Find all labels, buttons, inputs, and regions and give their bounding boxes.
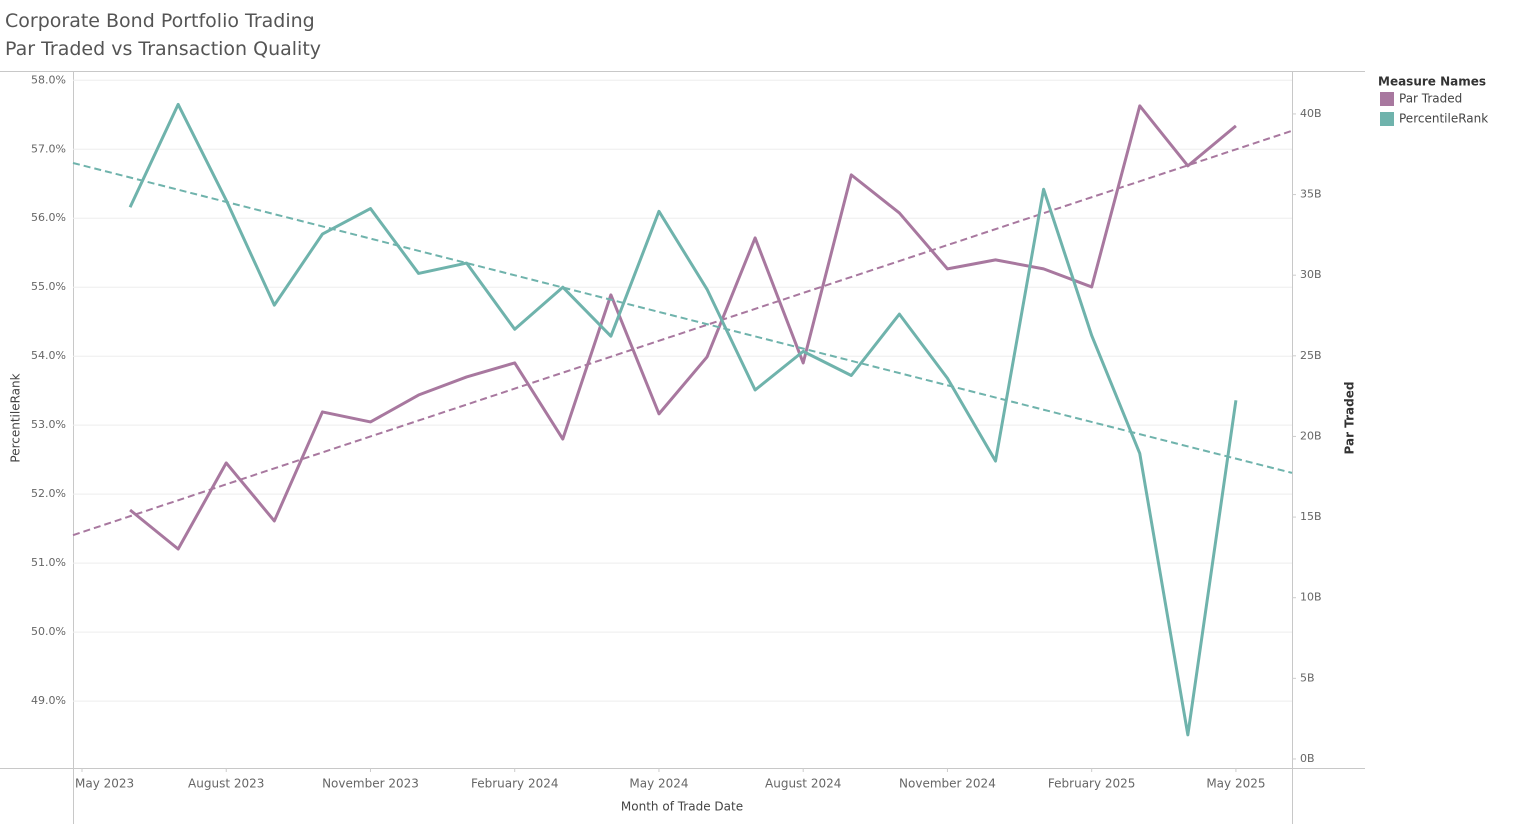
legend-label: PercentileRank [1399,112,1488,126]
y2-tick-label: 30B [1300,268,1322,281]
series-line [128,102,1238,737]
x-tick-label: November 2023 [322,777,419,791]
y2-tick-label: 15B [1300,510,1322,523]
x-tick-label: August 2024 [765,777,841,791]
y2-tick-label: 25B [1300,349,1322,362]
x-tick-label: August 2023 [188,777,264,791]
y-tick-label: 55.0% [31,280,66,293]
y2-tick-label: 0B [1300,752,1315,765]
y-axis-title: PercentileRank [9,373,23,462]
legend-title: Measure Names [1378,75,1486,89]
y2-axis-title: Par Traded [1343,382,1357,455]
series-line [129,104,1237,551]
x-tick-label: November 2024 [899,777,996,791]
y2-tick-label: 40B [1300,107,1322,120]
x-tick-label: February 2025 [1048,777,1136,791]
x-tick-label: February 2024 [471,777,559,791]
trend-line [72,129,1293,537]
y-tick-label: 52.0% [31,487,66,500]
y-tick-label: 54.0% [31,349,66,362]
x-axis-title: Month of Trade Date [621,800,743,814]
y2-tick-label: 20B [1300,429,1322,442]
x-tick-label: May 2024 [629,777,688,791]
y-tick-label: 53.0% [31,418,66,431]
y2-tick-label: 10B [1300,591,1322,604]
chart-subtitle: Par Traded vs Transaction Quality [5,38,321,60]
y-tick-label: 56.0% [31,211,66,224]
y-tick-label: 51.0% [31,556,66,569]
y-tick-label: 57.0% [31,142,66,155]
y2-tick-label: 5B [1300,671,1315,684]
legend-label: Par Traded [1399,92,1462,106]
y2-tick-label: 35B [1300,188,1322,201]
y-tick-label: 50.0% [31,625,66,638]
y-tick-label: 49.0% [31,694,66,707]
x-tick-label: May 2025 [1206,777,1265,791]
y-tick-label: 58.0% [31,73,66,86]
chart-title: Corporate Bond Portfolio Trading [5,10,315,32]
x-tick-label: May 2023 [75,777,134,791]
legend-swatch [1380,92,1394,106]
trend-line [72,162,1293,474]
legend-swatch [1380,112,1394,126]
